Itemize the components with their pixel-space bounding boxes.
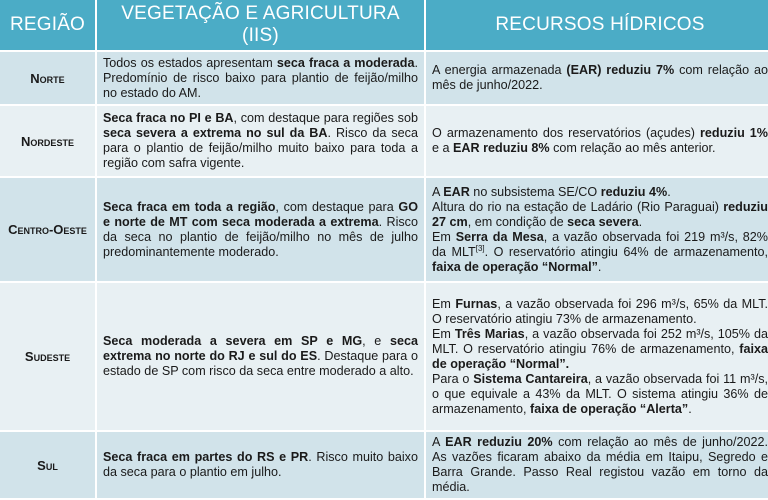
water-resources-cell: Em Furnas, a vazão observada foi 296 m³/… — [426, 283, 768, 430]
footnote-ref: [3] — [475, 243, 485, 253]
text: . Destaque para o estado de SP com risco… — [103, 349, 418, 378]
text: com relação ao mês de junho/2022. — [432, 63, 768, 92]
bold-text: seca fraca a moderada — [276, 55, 415, 70]
text: , com destaque para — [275, 199, 399, 214]
water-resources-cell: A energia armazenada (EAR) reduziu 7% co… — [426, 52, 768, 104]
text: Em — [432, 326, 455, 341]
bold-text: faixa de operação “Normal”. — [432, 341, 768, 371]
text: A — [432, 435, 446, 449]
table-row: Nordeste Seca fraca no PI e BA, com desta… — [0, 106, 768, 176]
text: O armazenamento dos reservatórios (açude… — [432, 126, 700, 140]
table-row: Sul Seca fraca em partes do RS e PR. Risc… — [0, 432, 768, 498]
bold-text: reduziu 1% — [700, 126, 768, 140]
text: , e — [362, 334, 390, 348]
table-row: Norte Todos os estados apresentam seca fr… — [0, 52, 768, 104]
vegetation-cell: Seca moderada a severa em SP e MG, e sec… — [97, 283, 424, 430]
bold-text: faixa de operação “Alerta” — [530, 401, 689, 416]
text: A energia armazenada — [432, 63, 567, 77]
vegetation-cell: Todos os estados apresentam seca fraca a… — [97, 52, 424, 104]
bold-text: Furnas — [455, 296, 498, 311]
text: Em — [432, 229, 456, 244]
header-vegetation: VEGETAÇÃO E AGRICULTURA (IIS) — [97, 0, 424, 50]
bold-text: GO e norte de MT com seca moderada a ext… — [103, 199, 418, 229]
bold-text: EAR reduziu 20% — [445, 435, 553, 449]
text: . — [597, 259, 602, 274]
paragraph: A EAR no subsistema SE/CO reduziu 4%. — [432, 185, 768, 200]
text: , a vazão observada foi 296 m³/s, 65% da… — [432, 296, 768, 326]
bold-text: EAR — [443, 184, 470, 199]
bold-text: Seca moderada a severa em SP e MG — [103, 334, 363, 348]
bold-text: (EAR) reduziu 7% — [566, 63, 675, 77]
text: A — [432, 184, 444, 199]
region-name: Sul — [0, 432, 95, 498]
paragraph: O armazenamento dos reservatórios (açude… — [432, 126, 768, 156]
bold-text: Seca fraca no PI e BA — [103, 111, 234, 125]
bold-text: seca severa — [567, 214, 639, 229]
bold-text: reduziu 27 cm — [432, 199, 768, 229]
text: . — [667, 184, 671, 199]
bold-text: Três Marias — [454, 326, 525, 341]
vegetation-cell: Seca fraca em toda a região, com destaqu… — [97, 178, 424, 281]
text: . Predomínio de risco baixo para plantio… — [103, 55, 418, 100]
paragraph: A EAR reduziu 20% com relação ao mês de … — [432, 435, 768, 495]
text: . Risco da seca para o plantio de feijão… — [103, 126, 418, 170]
text: Para o — [432, 371, 474, 386]
text: , em condição de — [467, 214, 568, 229]
vegetation-cell: Seca fraca em partes do RS e PR. Risco m… — [97, 432, 424, 498]
paragraph: Seca moderada a severa em SP e MG, e sec… — [103, 334, 418, 379]
text: e a — [432, 141, 454, 155]
text: , a vazão observada foi 219 m³/s, 82% da… — [432, 229, 768, 259]
bold-text: Serra da Mesa — [455, 229, 544, 244]
text: , com destaque para regiões sob — [233, 111, 418, 125]
bold-text: Seca fraca em partes do RS e PR — [103, 450, 309, 464]
bold-text: seca severa a extrema no sul da BA — [103, 126, 328, 140]
text: . — [688, 401, 692, 416]
text: com relação ao mês anterior. — [549, 141, 716, 155]
water-resources-cell: O armazenamento dos reservatórios (açude… — [426, 106, 768, 176]
header-region: REGIÃO — [0, 0, 95, 50]
text: . — [638, 214, 643, 229]
text: com relação ao mês de junho/2022. As vaz… — [432, 435, 768, 494]
header-water-resources: RECURSOS HÍDRICOS — [426, 0, 768, 50]
header-row: REGIÃO VEGETAÇÃO E AGRICULTURA (IIS) REC… — [0, 0, 768, 50]
region-name: Nordeste — [0, 106, 95, 176]
text: no subsistema SE/CO — [469, 184, 601, 199]
paragraph: Todos os estados apresentam seca fraca a… — [103, 56, 418, 101]
bold-text: Seca fraca em toda a região — [103, 199, 276, 214]
paragraph: Seca fraca no PI e BA, com destaque para… — [103, 111, 418, 171]
text: . Risco muito baixo da seca para o plant… — [103, 450, 418, 479]
text: Todos os estados apresentam — [103, 55, 277, 70]
table-row: Sudeste Seca moderada a severa em SP e MG… — [0, 283, 768, 430]
bold-text: reduziu 4% — [600, 184, 668, 199]
water-resources-cell: A EAR reduziu 20% com relação ao mês de … — [426, 432, 768, 498]
region-name: Norte — [0, 52, 95, 104]
paragraph: Em Serra da Mesa, a vazão observada foi … — [432, 230, 768, 275]
bold-text: faixa de operação “Normal” — [432, 259, 598, 274]
paragraph: Seca fraca em toda a região, com destaqu… — [103, 200, 418, 260]
region-name: Centro-Oeste — [0, 178, 95, 281]
text: , a vazão observada foi 252 m³/s, 105% d… — [432, 326, 768, 356]
paragraph: A energia armazenada (EAR) reduziu 7% co… — [432, 63, 768, 93]
paragraph: Para o Sistema Cantareira, a vazão obser… — [432, 372, 768, 417]
region-name: Sudeste — [0, 283, 95, 430]
bold-text: Sistema Cantareira — [473, 371, 588, 386]
vegetation-cell: Seca fraca no PI e BA, com destaque para… — [97, 106, 424, 176]
text: , a vazão observada foi 11 m³/s, o que e… — [432, 371, 768, 416]
bold-text: EAR reduziu 8% — [453, 141, 550, 155]
text: Altura do rio na estação de Ladário (Rio… — [432, 199, 724, 214]
paragraph: Seca fraca em partes do RS e PR. Risco m… — [103, 450, 418, 480]
table-row: Centro-Oeste Seca fraca em toda a região,… — [0, 178, 768, 281]
water-resources-cell: A EAR no subsistema SE/CO reduziu 4%. Alt… — [426, 178, 768, 281]
text: Em — [432, 296, 456, 311]
text: . O reservatório atingiu 64% de armazena… — [484, 244, 768, 259]
text: . Risco da seca no plantio de feijão/mil… — [103, 214, 418, 259]
bold-text: seca extrema no norte do RJ e sul do ES — [103, 334, 418, 363]
paragraph: Em Três Marias, a vazão observada foi 25… — [432, 327, 768, 372]
paragraph: Altura do rio na estação de Ladário (Rio… — [432, 200, 768, 230]
paragraph: Em Furnas, a vazão observada foi 296 m³/… — [432, 297, 768, 327]
